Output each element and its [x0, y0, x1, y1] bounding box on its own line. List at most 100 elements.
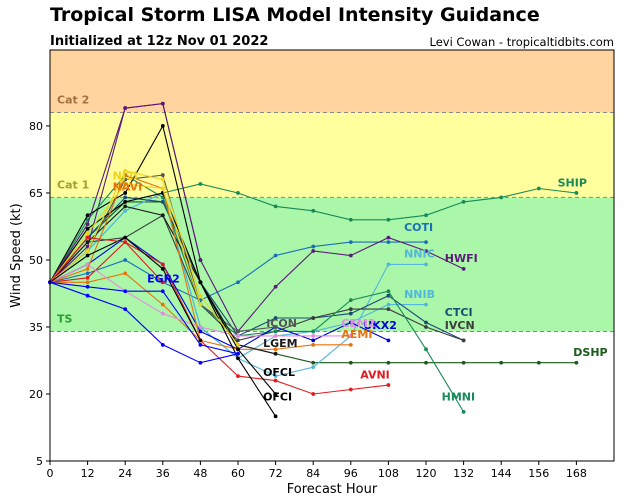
point-ship [236, 191, 240, 195]
point-ship [348, 217, 353, 222]
point-coti [236, 280, 240, 285]
y-tick-label: 50 [29, 254, 43, 267]
point-ofci [85, 226, 90, 231]
point-ship [574, 191, 579, 195]
point-lgem [273, 351, 278, 356]
point-extra4 [85, 235, 90, 240]
y-tick-label: 20 [29, 388, 43, 401]
point-ofci [198, 280, 203, 285]
point-ivcn [386, 307, 391, 312]
x-tick-label: 0 [47, 467, 54, 480]
point-coti [123, 258, 128, 262]
point-ukx2 [198, 329, 203, 334]
point-extra3 [198, 338, 203, 343]
point-hmni [386, 289, 391, 294]
series-label-icon: ICON [266, 317, 297, 330]
point-hmni [311, 329, 316, 334]
point-cem2 [273, 334, 278, 338]
point-icon [160, 173, 165, 177]
point-hmni [424, 347, 428, 352]
point-dshp [311, 360, 316, 365]
point-ofci [123, 199, 128, 204]
point-extra1 [160, 101, 165, 106]
intensity-zones: TS Cat 1 Cat 2 [50, 50, 614, 461]
series-label-aemi: AEMI [341, 328, 372, 341]
zone-cat-2 [50, 50, 614, 113]
point-coti [85, 271, 90, 276]
point-ofcl [85, 213, 90, 218]
point-lgem [123, 204, 128, 209]
point-avni [386, 383, 391, 387]
series-label-hmni: HMNI [442, 391, 475, 404]
point-coti [273, 253, 278, 258]
chart-title: Tropical Storm LISA Model Intensity Guid… [50, 4, 540, 26]
series-label-ukx2: UKX2 [363, 319, 397, 332]
x-tick-label: 12 [81, 467, 95, 480]
point-extra4 [160, 280, 165, 285]
zone-label: TS [57, 313, 73, 326]
point-hwfi [348, 253, 353, 258]
x-tick-label: 72 [269, 467, 283, 480]
model-lines [48, 101, 579, 419]
point-avni [85, 275, 90, 280]
point-ctci [123, 195, 128, 200]
series-label-dshp: DSHP [573, 346, 607, 359]
zone-ts [50, 197, 614, 332]
point-coti [348, 240, 353, 244]
point-egr2 [160, 342, 165, 347]
series-label-avni: AVNI [360, 368, 390, 381]
x-tick-label: 108 [378, 467, 399, 480]
point-aemi [348, 342, 353, 347]
point-ukx2 [348, 320, 353, 325]
plot-frame [49, 49, 615, 462]
point-extra2 [160, 186, 165, 191]
zone-label: Cat 1 [57, 178, 89, 191]
point-avni [311, 392, 316, 396]
x-tick-label: 24 [118, 467, 132, 480]
x-tick-label: 84 [306, 467, 320, 480]
point-extra4 [123, 240, 128, 244]
point-cem2 [160, 311, 165, 316]
series-label-cem2: CEM2 [341, 317, 375, 330]
point-ship [273, 204, 278, 209]
x-tick-label: 36 [156, 467, 170, 480]
point-extra1 [123, 106, 128, 110]
point-ship [311, 208, 316, 213]
point-ship [386, 217, 391, 222]
point-hwfi [85, 244, 90, 249]
point-nnib [424, 302, 428, 307]
point-ofci [236, 356, 240, 361]
point-extra3 [160, 267, 165, 271]
point-aemi [123, 271, 128, 276]
point-navi [160, 177, 165, 182]
point-extra5 [85, 284, 90, 289]
point-ship [499, 195, 504, 200]
point-nj2i [85, 267, 90, 271]
point-ctci [424, 320, 428, 325]
point-ofcl [160, 124, 165, 128]
point-extra3 [85, 253, 90, 258]
point-hwfi [311, 249, 316, 253]
point-aemi [160, 302, 165, 307]
point-ctci [386, 293, 391, 298]
point-coti [311, 244, 316, 249]
point-coti [424, 240, 428, 244]
y-tick-label: 80 [29, 120, 43, 133]
point-ofcl [123, 191, 128, 195]
point-hwfi [461, 267, 466, 271]
point-nnic [311, 365, 316, 370]
point-aemi [311, 342, 316, 347]
point-ukx2 [311, 338, 316, 343]
point-extra5 [198, 342, 203, 347]
series-label-nj2i: NJ2I [113, 170, 138, 183]
y-tick-label: 65 [29, 187, 43, 200]
y-tick-label: 5 [36, 455, 43, 468]
point-egr2 [198, 360, 203, 365]
point-nj2i [123, 173, 128, 177]
point-navi [85, 249, 90, 253]
point-ship [198, 182, 203, 186]
y-tick-label: 35 [29, 321, 43, 334]
x-tick-label: 156 [528, 467, 549, 480]
point-hmni [461, 409, 466, 414]
